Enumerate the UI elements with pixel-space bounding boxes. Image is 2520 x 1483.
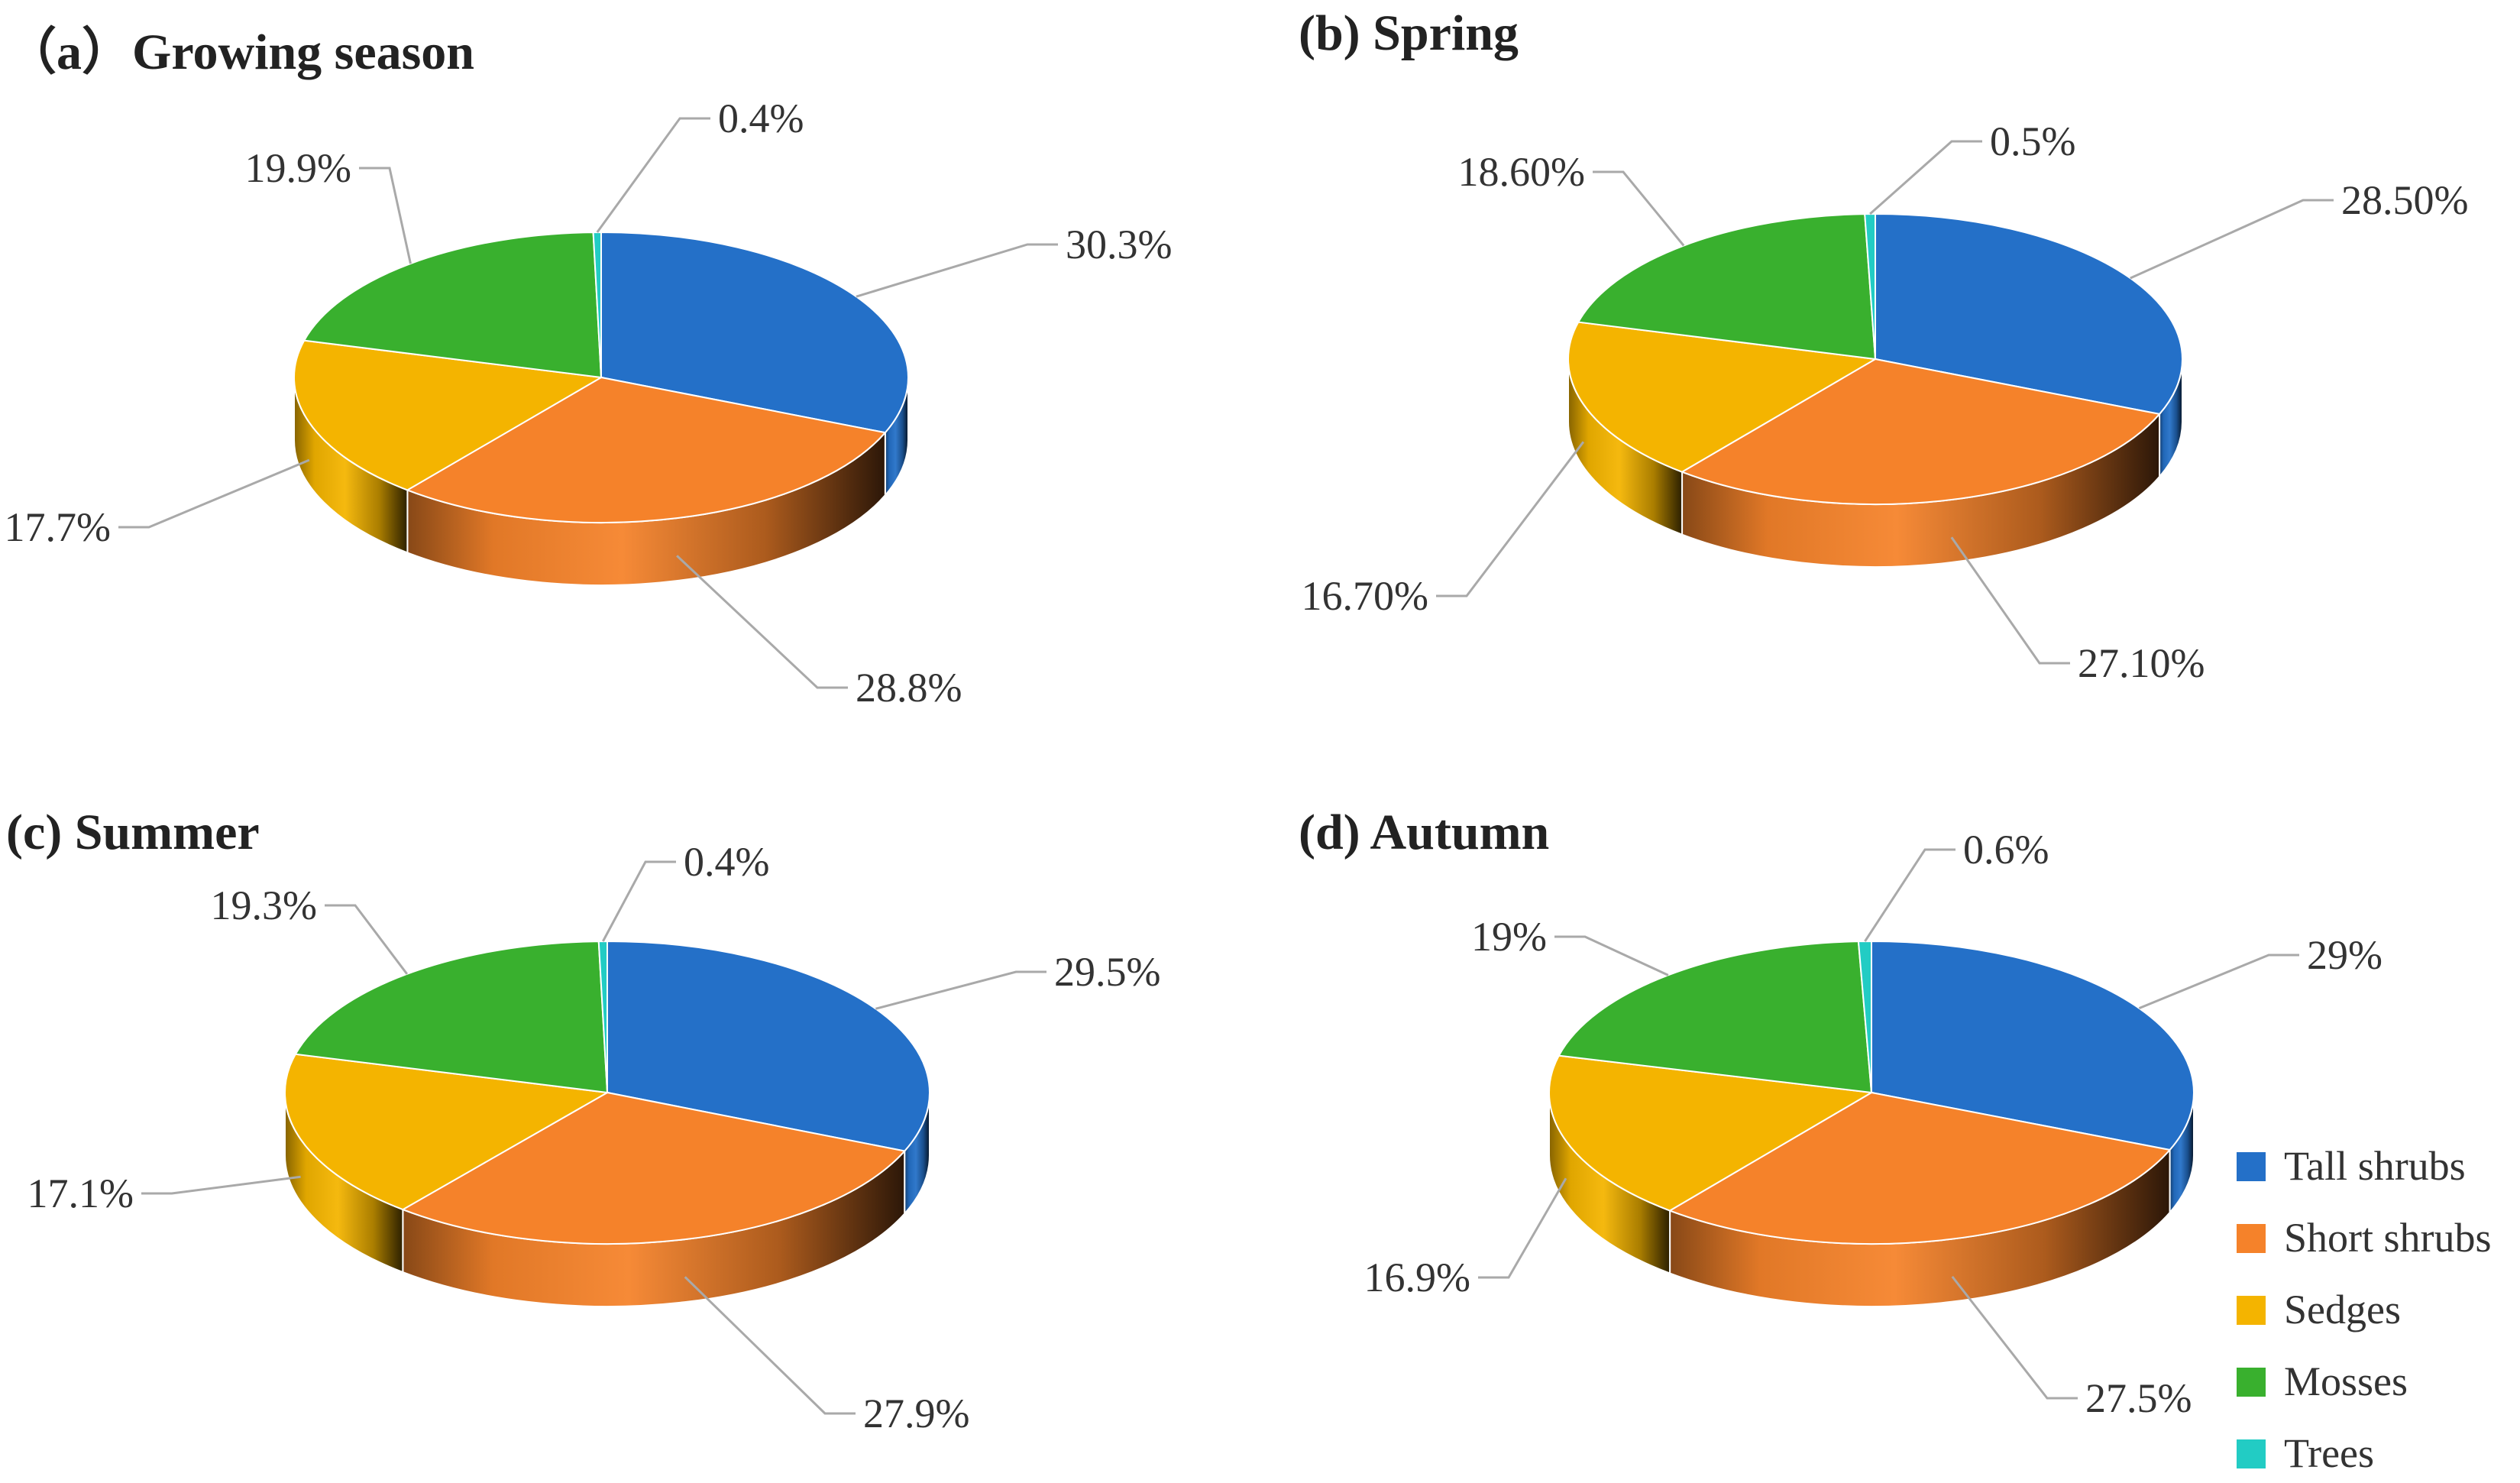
pie-2-slice-0 bbox=[607, 940, 930, 1152]
leader-line bbox=[856, 243, 1058, 298]
pie-3-slice-2 bbox=[1548, 1054, 1875, 1212]
pie-1-slice-2 bbox=[1567, 321, 1878, 473]
data-label: 19.3% bbox=[211, 882, 317, 928]
leader-line bbox=[1593, 170, 1685, 247]
legend-label: Trees bbox=[2284, 1430, 2374, 1476]
chart-d-title: (d) Autumn bbox=[1299, 805, 1550, 860]
leader-line bbox=[2138, 954, 2299, 1010]
data-label: 16.9% bbox=[1364, 1255, 1470, 1300]
data-label: 18.60% bbox=[1458, 149, 1585, 195]
pie-0: 30.3% 28.8% 17.7% 19.9% 0.4% bbox=[5, 96, 1173, 711]
pie-2: 29.5% 27.9% 17.1% 19.3% 0.4% bbox=[27, 839, 1161, 1436]
data-label: 30.3% bbox=[1066, 222, 1172, 267]
chart-a-title: （a）Growing season bbox=[6, 24, 475, 80]
pie-3-slice-0 bbox=[1871, 940, 2195, 1151]
leader-line bbox=[1436, 441, 1585, 597]
legend-swatch bbox=[2237, 1224, 2266, 1253]
pie-3: 29% 27.5% 16.9% 19% 0.6% bbox=[1364, 827, 2383, 1421]
pie-3-slice-1 bbox=[1668, 1091, 2172, 1245]
leader-line bbox=[118, 458, 310, 529]
data-label: 17.1% bbox=[27, 1171, 134, 1216]
legend-label: Sedges bbox=[2284, 1287, 2401, 1332]
pie-2-slice-2 bbox=[284, 1053, 610, 1211]
legend-label: Tall shrubs bbox=[2284, 1143, 2466, 1189]
pie-1-slice-1 bbox=[1680, 358, 2161, 505]
data-label: 0.5% bbox=[1990, 118, 2075, 164]
data-label: 0.6% bbox=[1963, 827, 2049, 873]
leader-line bbox=[1950, 536, 2070, 665]
pie-0-slice-4 bbox=[592, 231, 602, 378]
leader-line bbox=[1864, 848, 1956, 942]
leader-line bbox=[1869, 140, 1982, 215]
pie-1: 28.50% 27.10% 16.70% 18.60% 0.5% bbox=[1302, 118, 2469, 686]
leader-line bbox=[1554, 935, 1669, 976]
legend-label: Mosses bbox=[2284, 1358, 2408, 1404]
chart-c-title: (c) Summer bbox=[6, 805, 260, 860]
data-label: 28.8% bbox=[856, 665, 962, 711]
data-label: 19.9% bbox=[245, 145, 351, 191]
data-label: 0.4% bbox=[684, 839, 769, 885]
legend-swatch bbox=[2237, 1368, 2266, 1397]
pie-0-slice-1 bbox=[406, 376, 887, 523]
leader-line bbox=[875, 970, 1046, 1010]
leader-line bbox=[684, 1276, 856, 1415]
leader-line bbox=[359, 167, 412, 264]
data-label: 27.9% bbox=[863, 1391, 969, 1436]
data-label: 0.4% bbox=[718, 96, 804, 141]
data-label: 29% bbox=[2307, 932, 2383, 978]
leader-line bbox=[1951, 1275, 2078, 1400]
leader-line bbox=[141, 1175, 301, 1195]
legend-swatch bbox=[2237, 1152, 2266, 1181]
pie-0-slice-0 bbox=[600, 231, 909, 434]
leader-line bbox=[1478, 1177, 1567, 1279]
legend: Tall shrubs Short shrubs Sedges Mosses Trees bbox=[2237, 1143, 2492, 1476]
leader-line bbox=[596, 117, 710, 233]
data-label: 27.10% bbox=[2078, 640, 2205, 686]
legend-swatch bbox=[2237, 1439, 2266, 1468]
data-label: 19% bbox=[1471, 914, 1547, 960]
data-label: 17.7% bbox=[5, 504, 111, 550]
leader-line bbox=[602, 860, 676, 942]
pie-1-slice-3 bbox=[1577, 213, 1877, 361]
pie-2-slice-1 bbox=[401, 1091, 907, 1245]
data-label: 16.70% bbox=[1302, 573, 1428, 619]
pie-0-slice-2 bbox=[293, 339, 604, 491]
data-label: 27.5% bbox=[2085, 1375, 2192, 1421]
pie-0-slice-3 bbox=[302, 232, 603, 379]
leader-line bbox=[2130, 199, 2334, 280]
leader-line bbox=[325, 904, 409, 975]
legend-label: Short shrubs bbox=[2284, 1215, 2492, 1261]
data-label: 29.5% bbox=[1054, 949, 1160, 995]
leader-line bbox=[676, 555, 848, 689]
legend-swatch bbox=[2237, 1296, 2266, 1325]
data-label: 28.50% bbox=[2341, 177, 2468, 223]
chart-b-title: (b) Spring bbox=[1299, 5, 1519, 61]
